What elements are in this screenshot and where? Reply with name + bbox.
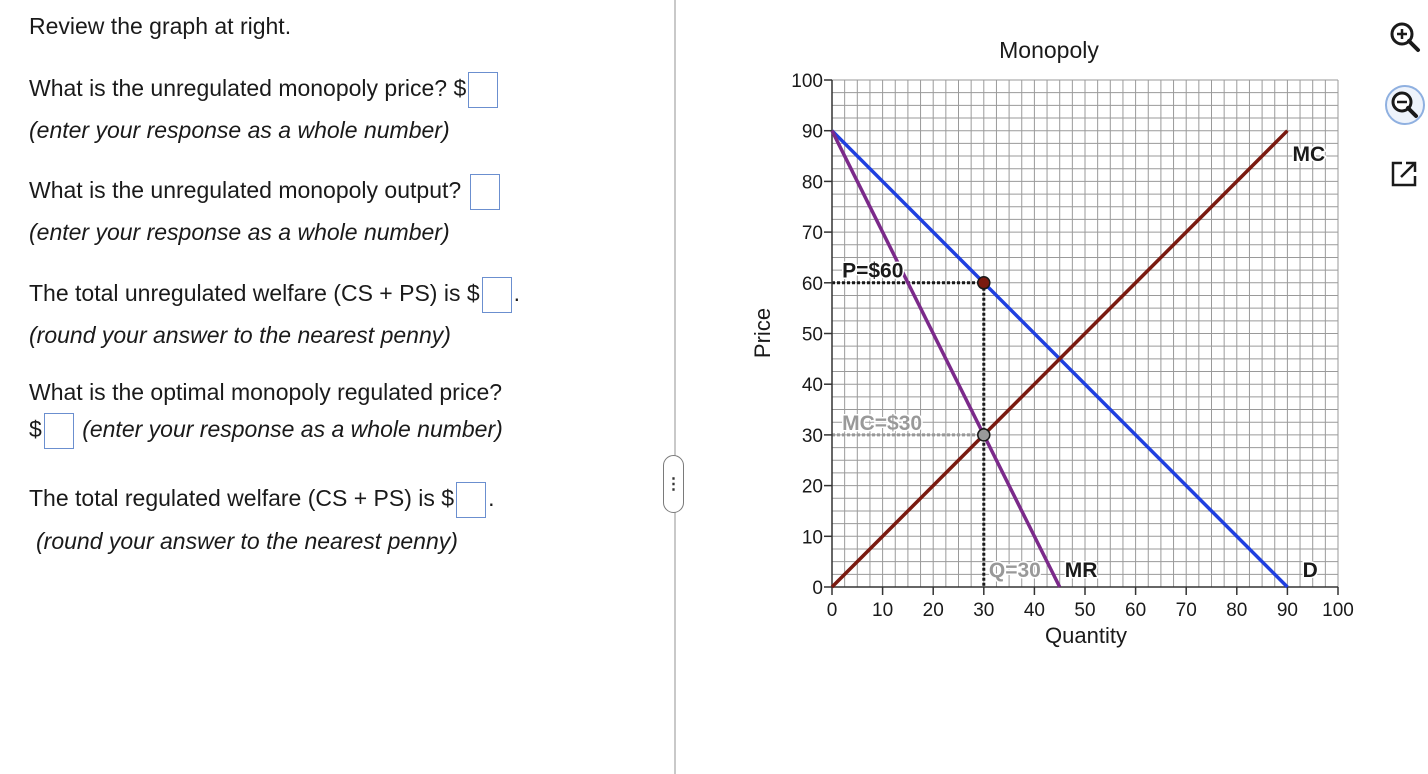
- answer-box-price[interactable]: [468, 72, 499, 108]
- question-1-text: What is the unregulated monopoly price? …: [29, 75, 467, 102]
- x-tick-label: 80: [1226, 600, 1247, 621]
- annotation-label: P=$60: [842, 260, 903, 283]
- y-tick-label: 60: [802, 274, 823, 295]
- y-tick-label: 90: [802, 122, 823, 143]
- chart-points: [977, 276, 991, 442]
- y-tick-label: 80: [802, 172, 823, 193]
- y-tick-label: 20: [802, 477, 823, 498]
- answer-box-output[interactable]: [469, 174, 500, 210]
- x-tick-label: 0: [827, 600, 838, 621]
- graph-toolbar: [1378, 0, 1428, 200]
- question-2-text: What is the unregulated monopoly output?: [29, 177, 462, 204]
- answer-box-regulated-welfare[interactable]: [456, 482, 487, 518]
- y-tick-label: 100: [791, 71, 823, 92]
- popout-icon[interactable]: [1388, 158, 1420, 190]
- annotation-label: D: [1303, 559, 1318, 582]
- x-tick-label: 40: [1024, 600, 1045, 621]
- answer-box-unregulated-welfare[interactable]: [481, 277, 512, 313]
- data-point: [977, 276, 991, 290]
- question-3-text: The total unregulated welfare (CS + PS) …: [29, 280, 480, 307]
- monopoly-chart: Monopoly Quantity Price 0 10 20 30 40 50 60 70 8…: [750, 37, 1354, 648]
- question-panel: Review the graph at right. What is the u…: [0, 0, 672, 774]
- question-1-note: (enter your response as a whole number): [29, 117, 450, 143]
- zoom-out-icon[interactable]: [1384, 84, 1426, 126]
- answer-box-regulated-price[interactable]: [43, 413, 74, 449]
- y-tick-label: 70: [802, 223, 823, 244]
- annotation-label: MC: [1292, 143, 1325, 166]
- chart-title: Monopoly: [999, 37, 1099, 63]
- x-tick-label: 90: [1277, 600, 1298, 621]
- x-axis-label: Quantity: [1045, 623, 1127, 648]
- annotation-label: MR: [1065, 559, 1098, 582]
- intro-text: Review the graph at right.: [29, 13, 292, 39]
- panel-divider: [674, 0, 676, 774]
- question-3-note: (round your answer to the nearest penny): [29, 322, 451, 348]
- x-tick-label: 30: [973, 600, 994, 621]
- data-point: [977, 428, 991, 442]
- x-tick-label: 60: [1125, 600, 1146, 621]
- chart-series: [830, 129, 1289, 589]
- y-tick-label: 30: [802, 426, 823, 447]
- y-tick-label: 10: [802, 527, 823, 548]
- x-tick-label: 50: [1074, 600, 1095, 621]
- x-tick-label: 100: [1322, 600, 1354, 621]
- splitter-handle[interactable]: ⋮: [663, 455, 684, 513]
- series-mc-line: [830, 129, 1289, 589]
- chart-annotations: P=$60 MC=$30 Q=30 MR MC D: [841, 142, 1327, 584]
- question-2: What is the unregulated monopoly output?: [29, 174, 502, 210]
- y-tick-label: 50: [802, 325, 823, 346]
- series-mr-line: [830, 129, 1062, 588]
- x-tick-label: 20: [923, 600, 944, 621]
- question-5-note: (round your answer to the nearest penny): [36, 528, 458, 554]
- annotation-label: MC=$30: [842, 412, 922, 435]
- y-axis-label: Price: [750, 308, 775, 358]
- chart-axes: 0 10 20 30 40 50 60 70 80 90 100 0 10 20 30 40 50 60 70 80 9…: [791, 71, 1354, 621]
- question-3: The total unregulated welfare (CS + PS) …: [29, 277, 520, 313]
- question-4: $ (enter your response as a whole number…: [29, 413, 503, 449]
- y-tick-label: 40: [802, 375, 823, 396]
- question-1: What is the unregulated monopoly price? …: [29, 72, 500, 108]
- question-4-text: What is the optimal monopoly regulated p…: [29, 379, 503, 405]
- question-4-note: (enter your response as a whole number): [82, 416, 503, 443]
- question-2-note: (enter your response as a whole number): [29, 219, 450, 245]
- zoom-in-icon[interactable]: [1386, 18, 1424, 56]
- question-5-text: The total regulated welfare (CS + PS) is…: [29, 485, 455, 512]
- question-5: The total regulated welfare (CS + PS) is…: [29, 482, 494, 518]
- annotation-label: Q=30: [989, 559, 1041, 582]
- y-tick-label: 0: [812, 578, 823, 599]
- x-tick-label: 10: [872, 600, 893, 621]
- x-tick-label: 70: [1176, 600, 1197, 621]
